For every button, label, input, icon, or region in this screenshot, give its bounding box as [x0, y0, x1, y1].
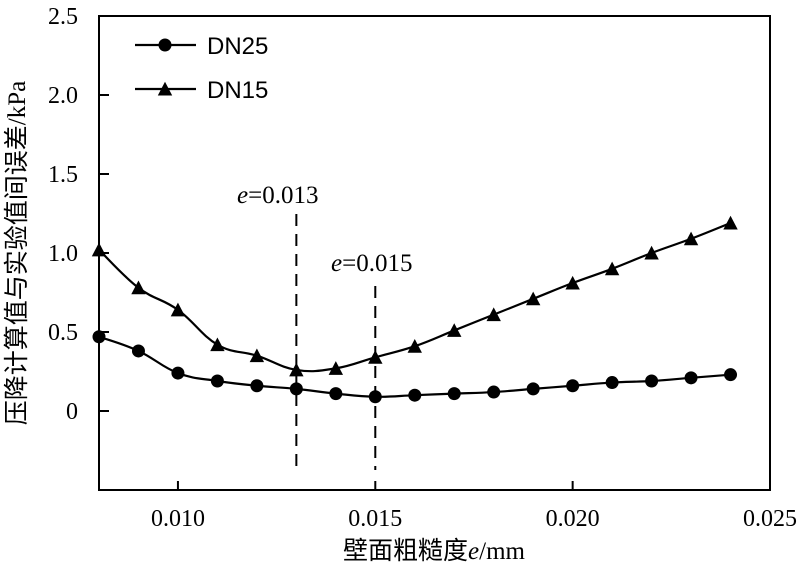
x-axis-tick-label: 0.010	[151, 506, 205, 532]
y-axis-tick-label: 2.0	[48, 83, 78, 109]
legend: DN25 DN15	[135, 33, 268, 104]
annotation-label: e=0.013	[237, 182, 318, 209]
legend-marker-circle	[158, 38, 172, 52]
data-point-dn25	[408, 388, 422, 402]
data-point-dn25	[566, 379, 580, 393]
data-point-dn25	[447, 387, 461, 401]
data-point-dn15	[486, 307, 501, 322]
data-point-dn25	[368, 390, 382, 404]
data-point-dn15	[289, 362, 304, 377]
data-point-dn25	[487, 385, 501, 399]
data-point-dn15	[249, 348, 265, 363]
data-point-dn15	[368, 350, 383, 364]
data-point-dn15	[683, 231, 699, 246]
legend-label-dn15: DN15	[207, 77, 268, 104]
data-point-dn25	[526, 382, 540, 396]
y-axis-tick-label: 0	[66, 399, 78, 425]
annotation-label-italic: e	[331, 250, 342, 277]
x-axis-title: 壁面粗糙度e/mm	[343, 537, 526, 565]
data-point-dn25	[724, 368, 738, 382]
x-axis-title-unit: /mm	[479, 538, 525, 565]
series-layer	[91, 215, 738, 404]
data-point-dn15	[91, 242, 107, 257]
data-point-dn15	[131, 280, 146, 295]
y-axis-tick-label: 1.5	[48, 162, 78, 188]
data-point-dn15	[210, 337, 225, 352]
series-dn15	[91, 215, 738, 377]
data-point-dn25	[329, 387, 343, 401]
annotation-label-value: =0.015	[342, 250, 412, 277]
data-point-dn25	[289, 382, 303, 396]
y-axis-tick-label: 2.5	[48, 4, 78, 30]
legend-label-dn25: DN25	[207, 33, 268, 60]
data-point-dn25	[684, 371, 698, 385]
data-point-dn25	[131, 344, 145, 358]
data-point-dn25	[645, 374, 659, 388]
data-point-dn15	[328, 361, 344, 375]
series-dn25	[92, 330, 738, 404]
data-point-dn15	[170, 302, 186, 317]
data-point-dn15	[447, 323, 462, 337]
data-point-dn25	[250, 379, 264, 393]
data-point-dn25	[605, 376, 619, 390]
data-point-dn15	[565, 275, 580, 290]
data-point-dn25	[171, 366, 185, 380]
data-point-dn15	[644, 245, 659, 260]
annotation-label-value: =0.013	[248, 182, 318, 209]
x-axis-title-italic: e	[468, 538, 479, 565]
data-point-dn15	[407, 339, 422, 353]
data-point-dn25	[210, 374, 224, 388]
legend-marker-triangle	[157, 81, 173, 96]
axes: 0.010 0.015 0.020 0.025 0 0.5 1.0 1.5 2.0 2.5	[48, 4, 797, 532]
x-axis-tick-label: 0.020	[546, 506, 600, 532]
data-point-dn15	[723, 215, 738, 230]
x-axis-tick-label: 0.015	[348, 506, 402, 532]
y-axis-title: 压降计算值与实验值间误差/kPa	[3, 81, 31, 425]
data-point-dn15	[525, 291, 541, 306]
annotation-label: e=0.015	[331, 250, 412, 277]
annotation-label-italic: e	[237, 182, 248, 209]
x-axis-title-prefix: 壁面粗糙度	[343, 537, 468, 565]
y-axis-tick-label: 1.0	[48, 241, 78, 267]
x-axis-tick-label: 0.025	[743, 506, 797, 532]
data-point-dn15	[604, 261, 620, 276]
data-point-dn25	[92, 330, 106, 344]
y-axis-tick-label: 0.5	[48, 320, 78, 346]
